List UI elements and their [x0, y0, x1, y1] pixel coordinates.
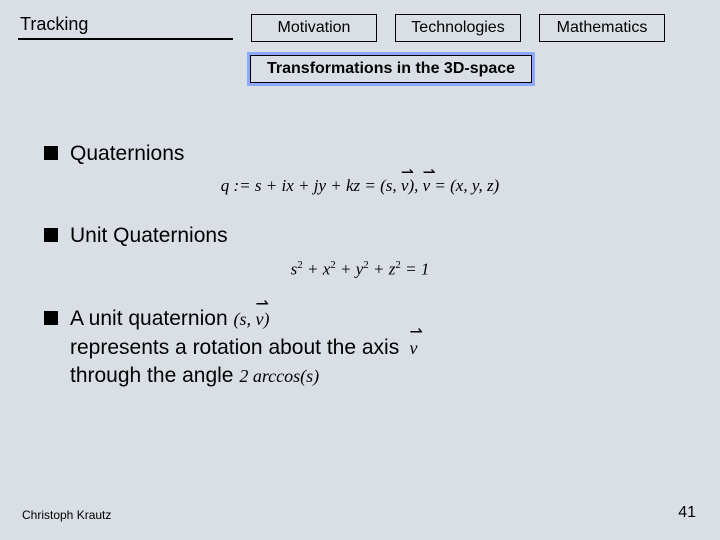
formula-unit-quaternion: s2 + x2 + y2 + z2 = 1 [44, 259, 676, 280]
footer-author: Christoph Krautz [22, 508, 111, 522]
section-rotation: A unit quaternion (s, ν) represents a ro… [44, 305, 676, 390]
bullet-icon [44, 311, 58, 325]
content: Quaternions q := s + ix + jy + kz = (s, … [44, 140, 676, 398]
section-quaternions: Quaternions q := s + ix + jy + kz = (s, … [44, 140, 676, 196]
formula-quaternion-def: q := s + ix + jy + kz = (s, ν), ν = (x, … [44, 176, 676, 196]
section-unit-quaternions: Unit Quaternions s2 + x2 + y2 + z2 = 1 [44, 222, 676, 279]
bullet-label: Quaternions [70, 140, 184, 168]
tab-technologies[interactable]: Technologies [395, 14, 521, 42]
bullet-label: Unit Quaternions [70, 222, 228, 250]
tab-motivation[interactable]: Motivation [251, 14, 377, 42]
bullet-icon [44, 228, 58, 242]
tab-mathematics[interactable]: Mathematics [539, 14, 665, 42]
formula-angle: 2 arccos(s) [239, 366, 319, 386]
bullet-quaternions: Quaternions [44, 140, 676, 168]
bullet-unit-quaternions: Unit Quaternions [44, 222, 676, 250]
bullet-icon [44, 146, 58, 160]
subtitle-row: Transformations in the 3D-space [250, 55, 690, 83]
slide-subtitle: Transformations in the 3D-space [250, 55, 532, 83]
formula-axis: ν [405, 338, 418, 358]
bullet-label: A unit quaternion (s, ν) represents a ro… [70, 305, 418, 390]
bullet-rotation: A unit quaternion (s, ν) represents a ro… [44, 305, 676, 390]
footer-page-number: 41 [678, 504, 696, 522]
formula-pair: (s, ν) [233, 309, 269, 329]
header: Tracking Motivation Technologies Mathema… [18, 14, 702, 42]
page-title: Tracking [18, 14, 233, 40]
